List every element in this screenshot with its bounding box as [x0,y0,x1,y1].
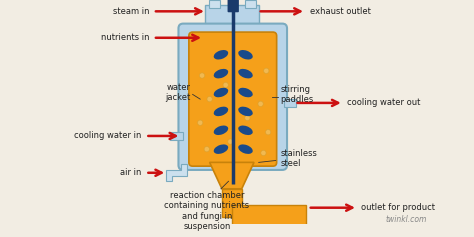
Circle shape [265,130,271,135]
Circle shape [200,73,205,78]
Ellipse shape [214,50,228,59]
Circle shape [261,150,266,155]
Ellipse shape [238,88,253,97]
FancyBboxPatch shape [245,0,256,8]
Ellipse shape [214,69,228,78]
Text: exhaust outlet: exhaust outlet [310,7,371,16]
Text: air in: air in [120,168,142,177]
Text: twinkl.com: twinkl.com [385,214,427,223]
FancyBboxPatch shape [205,5,259,33]
FancyBboxPatch shape [232,205,306,225]
FancyBboxPatch shape [179,24,287,170]
FancyBboxPatch shape [189,32,277,166]
Text: cooling water out: cooling water out [346,98,420,107]
Ellipse shape [238,69,253,78]
Text: water
jacket: water jacket [165,83,191,102]
Circle shape [207,96,212,102]
Ellipse shape [214,88,228,97]
Polygon shape [210,162,254,189]
Ellipse shape [214,126,228,135]
Ellipse shape [238,144,253,154]
Circle shape [258,101,263,106]
Circle shape [245,115,250,121]
Text: stirring
paddles: stirring paddles [281,85,314,104]
Text: steam in: steam in [113,7,149,16]
FancyBboxPatch shape [222,189,242,217]
FancyBboxPatch shape [170,132,183,140]
Text: stainless
steel: stainless steel [281,149,317,168]
Text: cooling water in: cooling water in [74,132,142,141]
Circle shape [204,146,210,152]
Circle shape [198,120,203,125]
FancyBboxPatch shape [209,0,220,8]
Ellipse shape [238,107,253,116]
Circle shape [228,139,233,144]
Circle shape [223,82,228,88]
Text: reaction chamber
containing nutrients
and fungi in
suspension: reaction chamber containing nutrients an… [164,191,249,231]
Ellipse shape [238,126,253,135]
Text: nutrients in: nutrients in [100,33,149,42]
Ellipse shape [214,144,228,154]
Ellipse shape [238,50,253,59]
Ellipse shape [214,107,228,116]
FancyBboxPatch shape [228,0,239,12]
FancyBboxPatch shape [284,99,295,107]
Polygon shape [166,164,187,181]
Text: outlet for product: outlet for product [361,203,435,212]
Circle shape [264,68,269,73]
